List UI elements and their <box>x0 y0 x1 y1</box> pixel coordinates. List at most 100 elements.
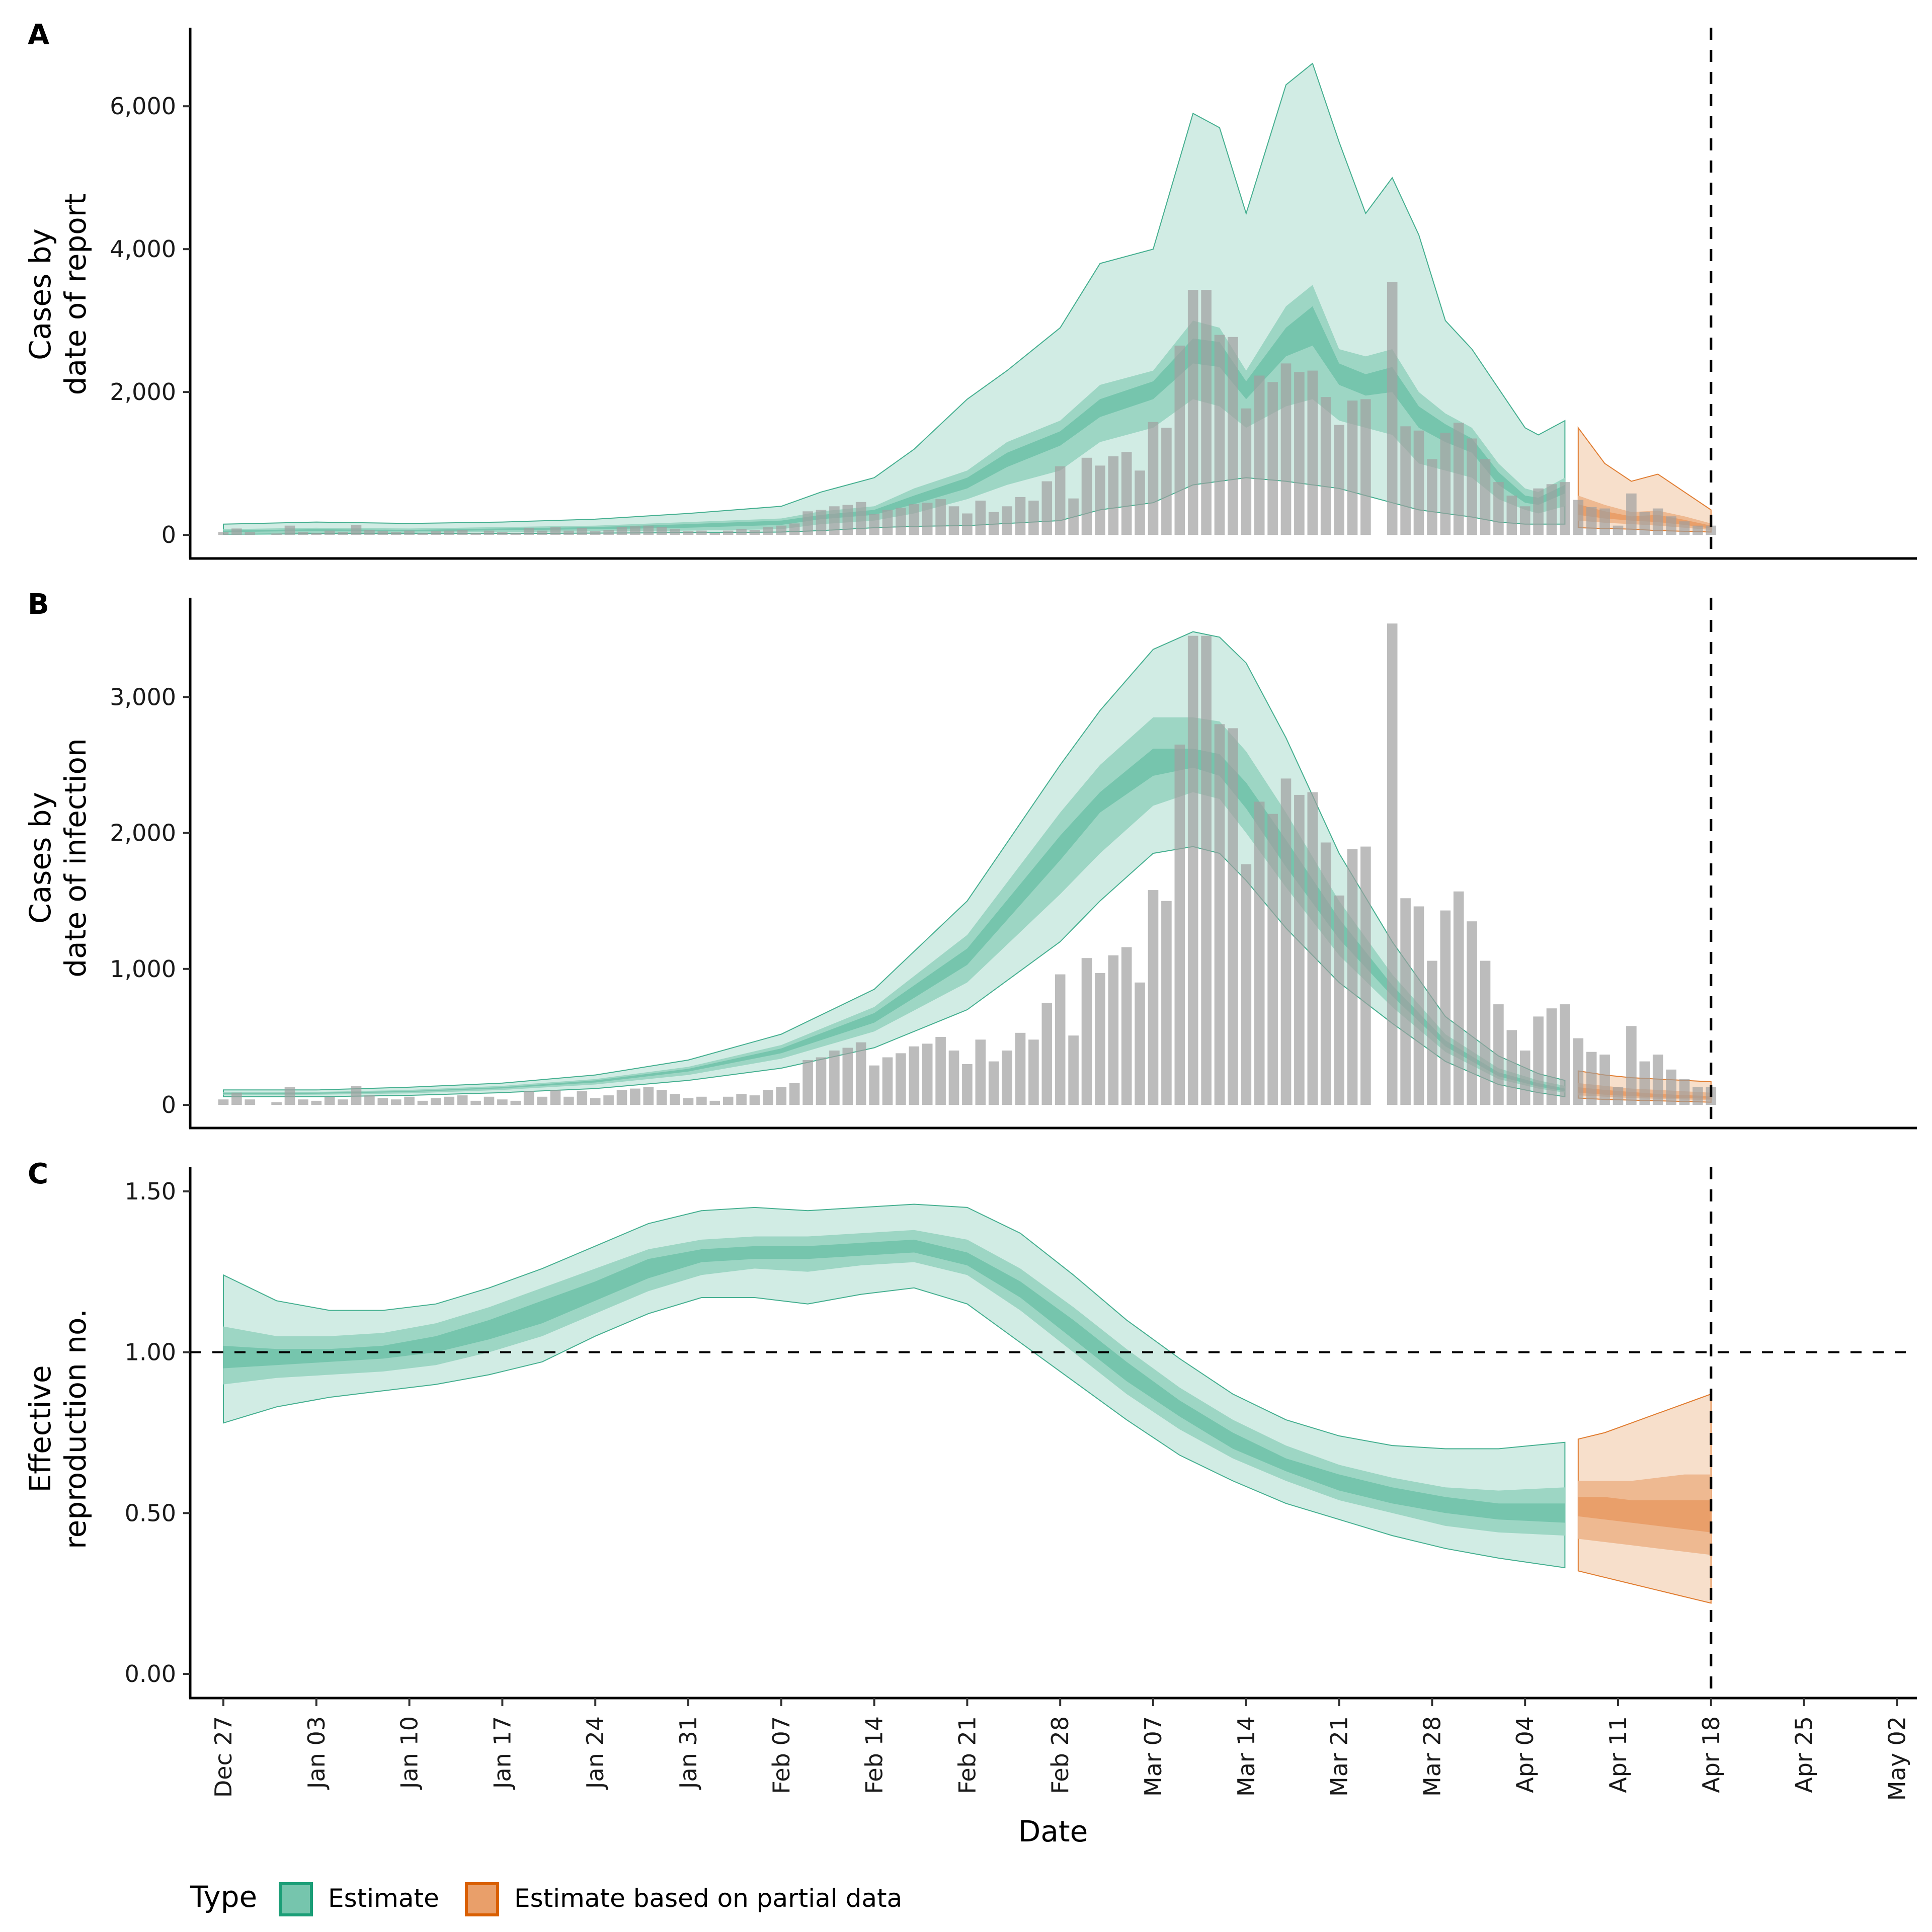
bar <box>789 523 800 535</box>
bar <box>431 1098 441 1105</box>
bar <box>1533 488 1544 535</box>
x-tick-label: Mar 28 <box>1418 1716 1445 1797</box>
bar <box>922 1043 933 1105</box>
bar <box>1546 1008 1557 1105</box>
x-tick-label: Jan 03 <box>303 1716 330 1790</box>
y-tick-label: 0.50 <box>125 1499 176 1526</box>
bar <box>1041 1003 1053 1105</box>
bar <box>377 531 388 535</box>
bar <box>630 1088 640 1105</box>
bar <box>1573 1038 1584 1105</box>
bar <box>1081 457 1092 535</box>
bar <box>789 1083 800 1105</box>
x-tick-label: May 02 <box>1883 1716 1910 1801</box>
bar <box>1626 493 1637 535</box>
bar <box>311 532 322 535</box>
bar <box>1015 1032 1026 1105</box>
x-tick-label: Apr 25 <box>1791 1716 1818 1793</box>
bar <box>1639 512 1650 535</box>
bar <box>271 533 282 535</box>
y-tick-label: 6,000 <box>110 93 176 120</box>
x-tick-label: Feb 21 <box>953 1716 981 1794</box>
bar <box>550 1090 561 1105</box>
bar <box>1666 1069 1676 1105</box>
y-axis-title-b: Cases by date of infection <box>23 738 93 978</box>
bar <box>484 530 495 535</box>
y-tick-label: 1.50 <box>125 1178 176 1205</box>
bar <box>1387 282 1398 535</box>
x-tick-label: Mar 14 <box>1233 1716 1260 1797</box>
bar <box>444 1096 455 1105</box>
y-tick-label: 1.00 <box>125 1339 176 1366</box>
bar <box>1400 898 1411 1105</box>
bar <box>1135 982 1145 1105</box>
bar <box>431 531 441 535</box>
legend-label-partial: Estimate based on partial data <box>514 1884 902 1913</box>
bar <box>1413 430 1424 535</box>
y-tick-label: 2,000 <box>110 820 176 847</box>
bar <box>1613 1087 1624 1105</box>
bar <box>1706 525 1717 535</box>
bar <box>1679 521 1690 535</box>
bar <box>537 530 547 535</box>
bar <box>962 513 973 535</box>
bar <box>577 1091 588 1105</box>
bar <box>842 505 853 535</box>
bar <box>404 1096 415 1105</box>
bar <box>829 506 840 535</box>
bar <box>988 1061 999 1105</box>
y-tick-label: 2,000 <box>110 378 176 406</box>
bar <box>1280 363 1292 535</box>
bar <box>1254 375 1265 535</box>
bar <box>922 503 933 535</box>
bar <box>855 1042 866 1105</box>
bar <box>1560 1004 1570 1105</box>
bar <box>1028 501 1039 535</box>
bar <box>1095 973 1105 1105</box>
bar <box>417 1100 428 1105</box>
bar <box>749 1095 760 1105</box>
bar <box>404 530 415 535</box>
bar <box>231 1092 242 1105</box>
bar <box>1693 525 1703 535</box>
bar <box>338 1099 348 1105</box>
bar <box>1347 849 1358 1105</box>
bar <box>564 1096 574 1105</box>
bar <box>696 530 707 535</box>
bar <box>1187 635 1198 1105</box>
bar <box>1174 345 1185 535</box>
bar <box>218 1099 229 1105</box>
bar <box>1028 1039 1039 1105</box>
bar <box>802 1060 813 1105</box>
bar <box>948 506 959 535</box>
bar <box>444 530 455 535</box>
bar <box>643 1087 654 1105</box>
bar <box>670 529 680 535</box>
bar <box>643 525 654 535</box>
x-tick-label: Apr 18 <box>1698 1716 1725 1793</box>
bar <box>1666 516 1676 535</box>
x-tick-label: Feb 14 <box>861 1716 888 1794</box>
bar <box>1081 958 1092 1105</box>
y-axis-title-c: Effective reproduction no. <box>23 1309 93 1549</box>
bar <box>1280 778 1292 1105</box>
legend-key-partial <box>465 1882 499 1916</box>
bar <box>484 1096 495 1105</box>
bar <box>816 510 827 535</box>
bar <box>709 532 720 535</box>
bar <box>1387 623 1398 1105</box>
x-tick-label: Feb 07 <box>768 1716 795 1794</box>
bar <box>683 1098 694 1105</box>
panel-c: C Effective reproduction no. 0.00 0.50 1.0… <box>23 1158 1917 1700</box>
bar <box>231 528 242 535</box>
bar <box>1639 1061 1650 1105</box>
bar <box>1586 1052 1597 1105</box>
bar <box>603 530 614 535</box>
bar <box>1360 846 1371 1105</box>
bar <box>896 508 906 535</box>
bar <box>470 1100 481 1105</box>
panel-a: A Cases by date of report 0 2,000 4,000 6,0… <box>23 19 1917 560</box>
bar <box>1135 470 1145 535</box>
x-tick-label: Jan 17 <box>489 1716 516 1790</box>
